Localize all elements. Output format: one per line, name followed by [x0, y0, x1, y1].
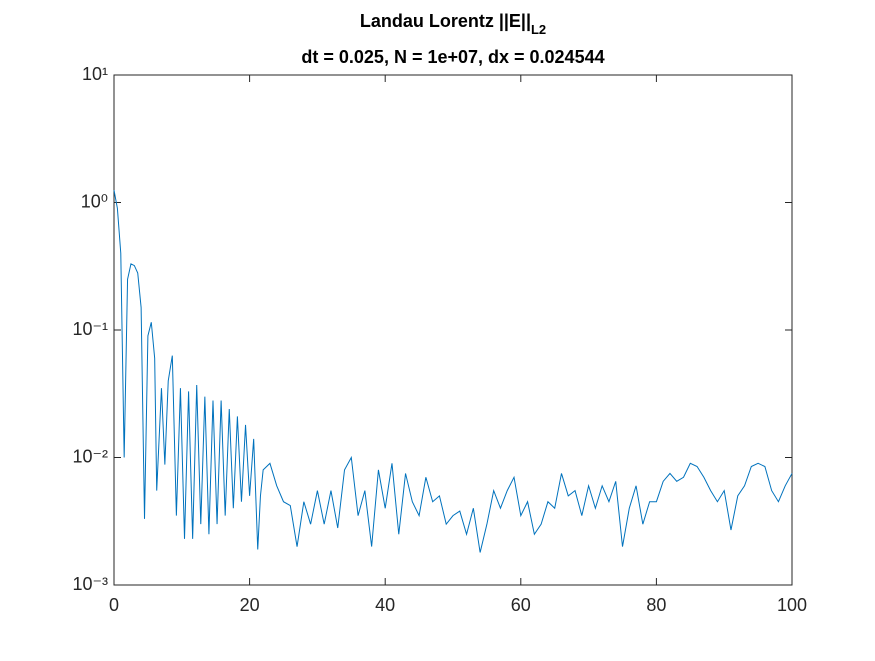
data-line [113, 190, 793, 553]
y-tick-label: 10¹ [82, 64, 108, 84]
y-tick-label: 10⁻¹ [72, 319, 108, 339]
y-tick-label: 10⁰ [81, 191, 108, 211]
x-tick-label: 40 [375, 595, 395, 615]
x-tick-label: 100 [777, 595, 807, 615]
chart-title: Landau Lorentz ||E||L2 [360, 11, 546, 38]
x-tick-label: 60 [511, 595, 531, 615]
y-tick-label: 10⁻² [72, 446, 108, 466]
x-tick-label: 80 [646, 595, 666, 615]
x-tick-label: 20 [240, 595, 260, 615]
title-main: Landau Lorentz ||E|| [360, 11, 531, 31]
title-subscript: L2 [531, 22, 546, 37]
chart-subtitle: dt = 0.025, N = 1e+07, dx = 0.024544 [301, 47, 604, 67]
y-tick-label: 10⁻³ [72, 574, 108, 594]
axes-box [113, 74, 793, 586]
x-tick-label: 0 [109, 595, 119, 615]
